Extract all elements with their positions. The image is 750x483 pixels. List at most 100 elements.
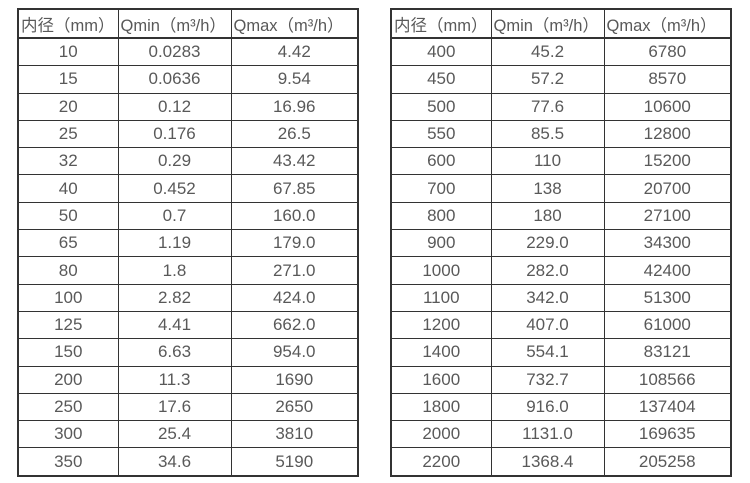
- table-row: 400 45.2 6780: [390, 37, 732, 67]
- table-row: 20 0.12 16.96: [17, 92, 359, 121]
- table-cell: 1690: [230, 365, 359, 394]
- table-cell: 34300: [603, 229, 732, 258]
- table-cell: 40: [17, 174, 119, 203]
- table-row: 1800 916.0 137404: [390, 392, 732, 422]
- table-cell: 424.0: [230, 283, 359, 312]
- table-cell: 32: [17, 147, 119, 176]
- table-cell: 1400: [390, 338, 492, 367]
- table-cell: 57.2: [490, 65, 605, 94]
- table-cell: 169635: [603, 420, 732, 449]
- table-cell: 10: [17, 37, 119, 67]
- table-cell: 108566: [603, 365, 732, 394]
- table-row: 50 0.7 160.0: [17, 201, 359, 231]
- table-cell: 0.7: [117, 201, 232, 231]
- table-cell: 732.7: [490, 365, 605, 394]
- table-cell: 6.63: [117, 338, 232, 367]
- table-cell: 229.0: [490, 229, 605, 258]
- table-cell: 916.0: [490, 392, 605, 422]
- table-cell: 15200: [603, 147, 732, 176]
- table-cell: 1131.0: [490, 420, 605, 449]
- table-cell: 85.5: [490, 119, 605, 149]
- table-row: 25 0.176 26.5: [17, 119, 359, 149]
- table-cell: 137404: [603, 392, 732, 422]
- table-cell: 1800: [390, 392, 492, 422]
- table-cell: 1100: [390, 283, 492, 312]
- table-cell: 11.3: [117, 365, 232, 394]
- table-cell: 67.85: [230, 174, 359, 203]
- table-cell: 450: [390, 65, 492, 94]
- table-cell: 600: [390, 147, 492, 176]
- table-cell: 1200: [390, 310, 492, 340]
- column-header: Qmin（m³/h）: [117, 8, 232, 39]
- table-row: 200 11.3 1690: [17, 365, 359, 394]
- table-cell: 1000: [390, 256, 492, 285]
- table-cell: 125: [17, 310, 119, 340]
- table-cell: 27100: [603, 201, 732, 231]
- table-cell: 0.12: [117, 92, 232, 121]
- table-cell: 5190: [230, 447, 359, 477]
- table-cell: 271.0: [230, 256, 359, 285]
- table-cell: 0.176: [117, 119, 232, 149]
- table-cell: 2000: [390, 420, 492, 449]
- column-header: 内径（mm）: [17, 8, 119, 39]
- table-row: 350 34.6 5190: [17, 447, 359, 477]
- table-row: 700 138 20700: [390, 174, 732, 203]
- table-cell: 342.0: [490, 283, 605, 312]
- table-cell: 51300: [603, 283, 732, 312]
- table-row: 150 6.63 954.0: [17, 338, 359, 367]
- header-row: 内径（mm） Qmin（m³/h） Qmax（m³/h）: [17, 8, 359, 39]
- table-cell: 0.0636: [117, 65, 232, 94]
- table-row: 32 0.29 43.42: [17, 147, 359, 176]
- table-cell: 554.1: [490, 338, 605, 367]
- table-cell: 205258: [603, 447, 732, 477]
- table-cell: 1.19: [117, 229, 232, 258]
- flow-table-large-diameter: 内径（mm） Qmin（m³/h） Qmax（m³/h） 400 45.2 6780 450…: [390, 8, 732, 477]
- table-cell: 61000: [603, 310, 732, 340]
- table-row: 100 2.82 424.0: [17, 283, 359, 312]
- table-cell: 0.0283: [117, 37, 232, 67]
- table-cell: 17.6: [117, 392, 232, 422]
- column-header: Qmin（m³/h）: [490, 8, 605, 39]
- table-cell: 138: [490, 174, 605, 203]
- table-cell: 179.0: [230, 229, 359, 258]
- table-cell: 83121: [603, 338, 732, 367]
- table-cell: 8570: [603, 65, 732, 94]
- table-row: 40 0.452 67.85: [17, 174, 359, 203]
- column-header: Qmax（m³/h）: [230, 8, 359, 39]
- table-cell: 42400: [603, 256, 732, 285]
- table-cell: 180: [490, 201, 605, 231]
- table-row: 15 0.0636 9.54: [17, 65, 359, 94]
- table-cell: 350: [17, 447, 119, 477]
- table-cell: 160.0: [230, 201, 359, 231]
- table-cell: 662.0: [230, 310, 359, 340]
- table-cell: 2.82: [117, 283, 232, 312]
- table-cell: 1368.4: [490, 447, 605, 477]
- table-row: 80 1.8 271.0: [17, 256, 359, 285]
- table-cell: 50: [17, 201, 119, 231]
- table-cell: 65: [17, 229, 119, 258]
- flow-table-small-diameter: 内径（mm） Qmin（m³/h） Qmax（m³/h） 10 0.0283 4.42 15…: [17, 8, 359, 477]
- table-cell: 20700: [603, 174, 732, 203]
- table-cell: 110: [490, 147, 605, 176]
- table-cell: 150: [17, 338, 119, 367]
- table-row: 450 57.2 8570: [390, 65, 732, 94]
- table-row: 800 180 27100: [390, 201, 732, 231]
- table-row: 1400 554.1 83121: [390, 338, 732, 367]
- table-row: 600 110 15200: [390, 147, 732, 176]
- table-row: 2000 1131.0 169635: [390, 420, 732, 449]
- table-row: 250 17.6 2650: [17, 392, 359, 422]
- table-cell: 25.4: [117, 420, 232, 449]
- table-row: 65 1.19 179.0: [17, 229, 359, 258]
- table-cell: 25: [17, 119, 119, 149]
- table-cell: 45.2: [490, 37, 605, 67]
- table-cell: 34.6: [117, 447, 232, 477]
- table-cell: 900: [390, 229, 492, 258]
- column-header: Qmax（m³/h）: [603, 8, 732, 39]
- table-row: 10 0.0283 4.42: [17, 37, 359, 67]
- table-row: 1600 732.7 108566: [390, 365, 732, 394]
- table-cell: 200: [17, 365, 119, 394]
- table-row: 1200 407.0 61000: [390, 310, 732, 340]
- table-cell: 20: [17, 92, 119, 121]
- table-cell: 400: [390, 37, 492, 67]
